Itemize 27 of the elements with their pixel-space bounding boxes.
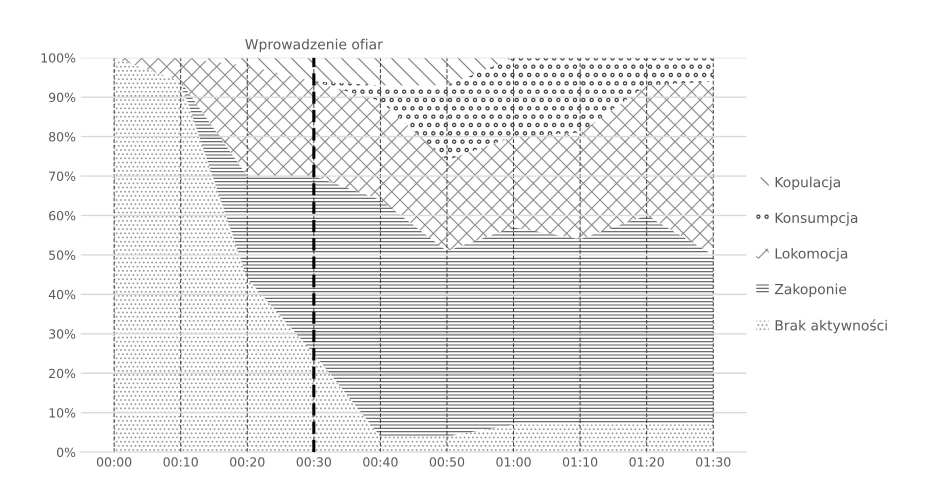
x-tick-label: 00:10 (164, 457, 198, 467)
x-tick-label: 00:30 (296, 457, 332, 467)
x-tick-label: 00:40 (363, 457, 398, 467)
x-tick-label: 01:30 (696, 457, 730, 467)
x-tick-label: 00:00 (96, 457, 132, 467)
legend-label: Kopulacja (776, 176, 840, 190)
y-tick-label: 50% (49, 250, 76, 260)
y-tick-label: 80% (49, 132, 76, 142)
y-tick-label: 40% (48, 290, 76, 300)
y-tick-label: 20% (49, 368, 76, 378)
legend-label: Brak aktywności (776, 319, 887, 334)
y-tick-label: 70% (49, 172, 76, 181)
ref-line-label: Wprowadzenie ofiar (245, 38, 383, 52)
x-tick-label: 00:20 (230, 457, 264, 467)
y-tick-label: 100% (42, 53, 76, 63)
y-tick-label: 60% (49, 210, 76, 220)
x-tick-label: 01:10 (562, 457, 598, 467)
x-tick-label: 00:50 (430, 457, 464, 467)
y-tick-label: 10% (50, 408, 76, 418)
x-tick-label: 01:20 (629, 457, 664, 467)
legend-label: Zakoponie (774, 284, 846, 298)
legend-label: Konsumpcja (776, 212, 858, 226)
y-tick-label: 30% (49, 329, 76, 339)
legend-label: Lokomocja (776, 248, 848, 262)
y-tick-label: 90% (48, 92, 76, 102)
y-tick-label: 0% (56, 448, 76, 458)
x-tick-label: 01:00 (496, 457, 531, 467)
